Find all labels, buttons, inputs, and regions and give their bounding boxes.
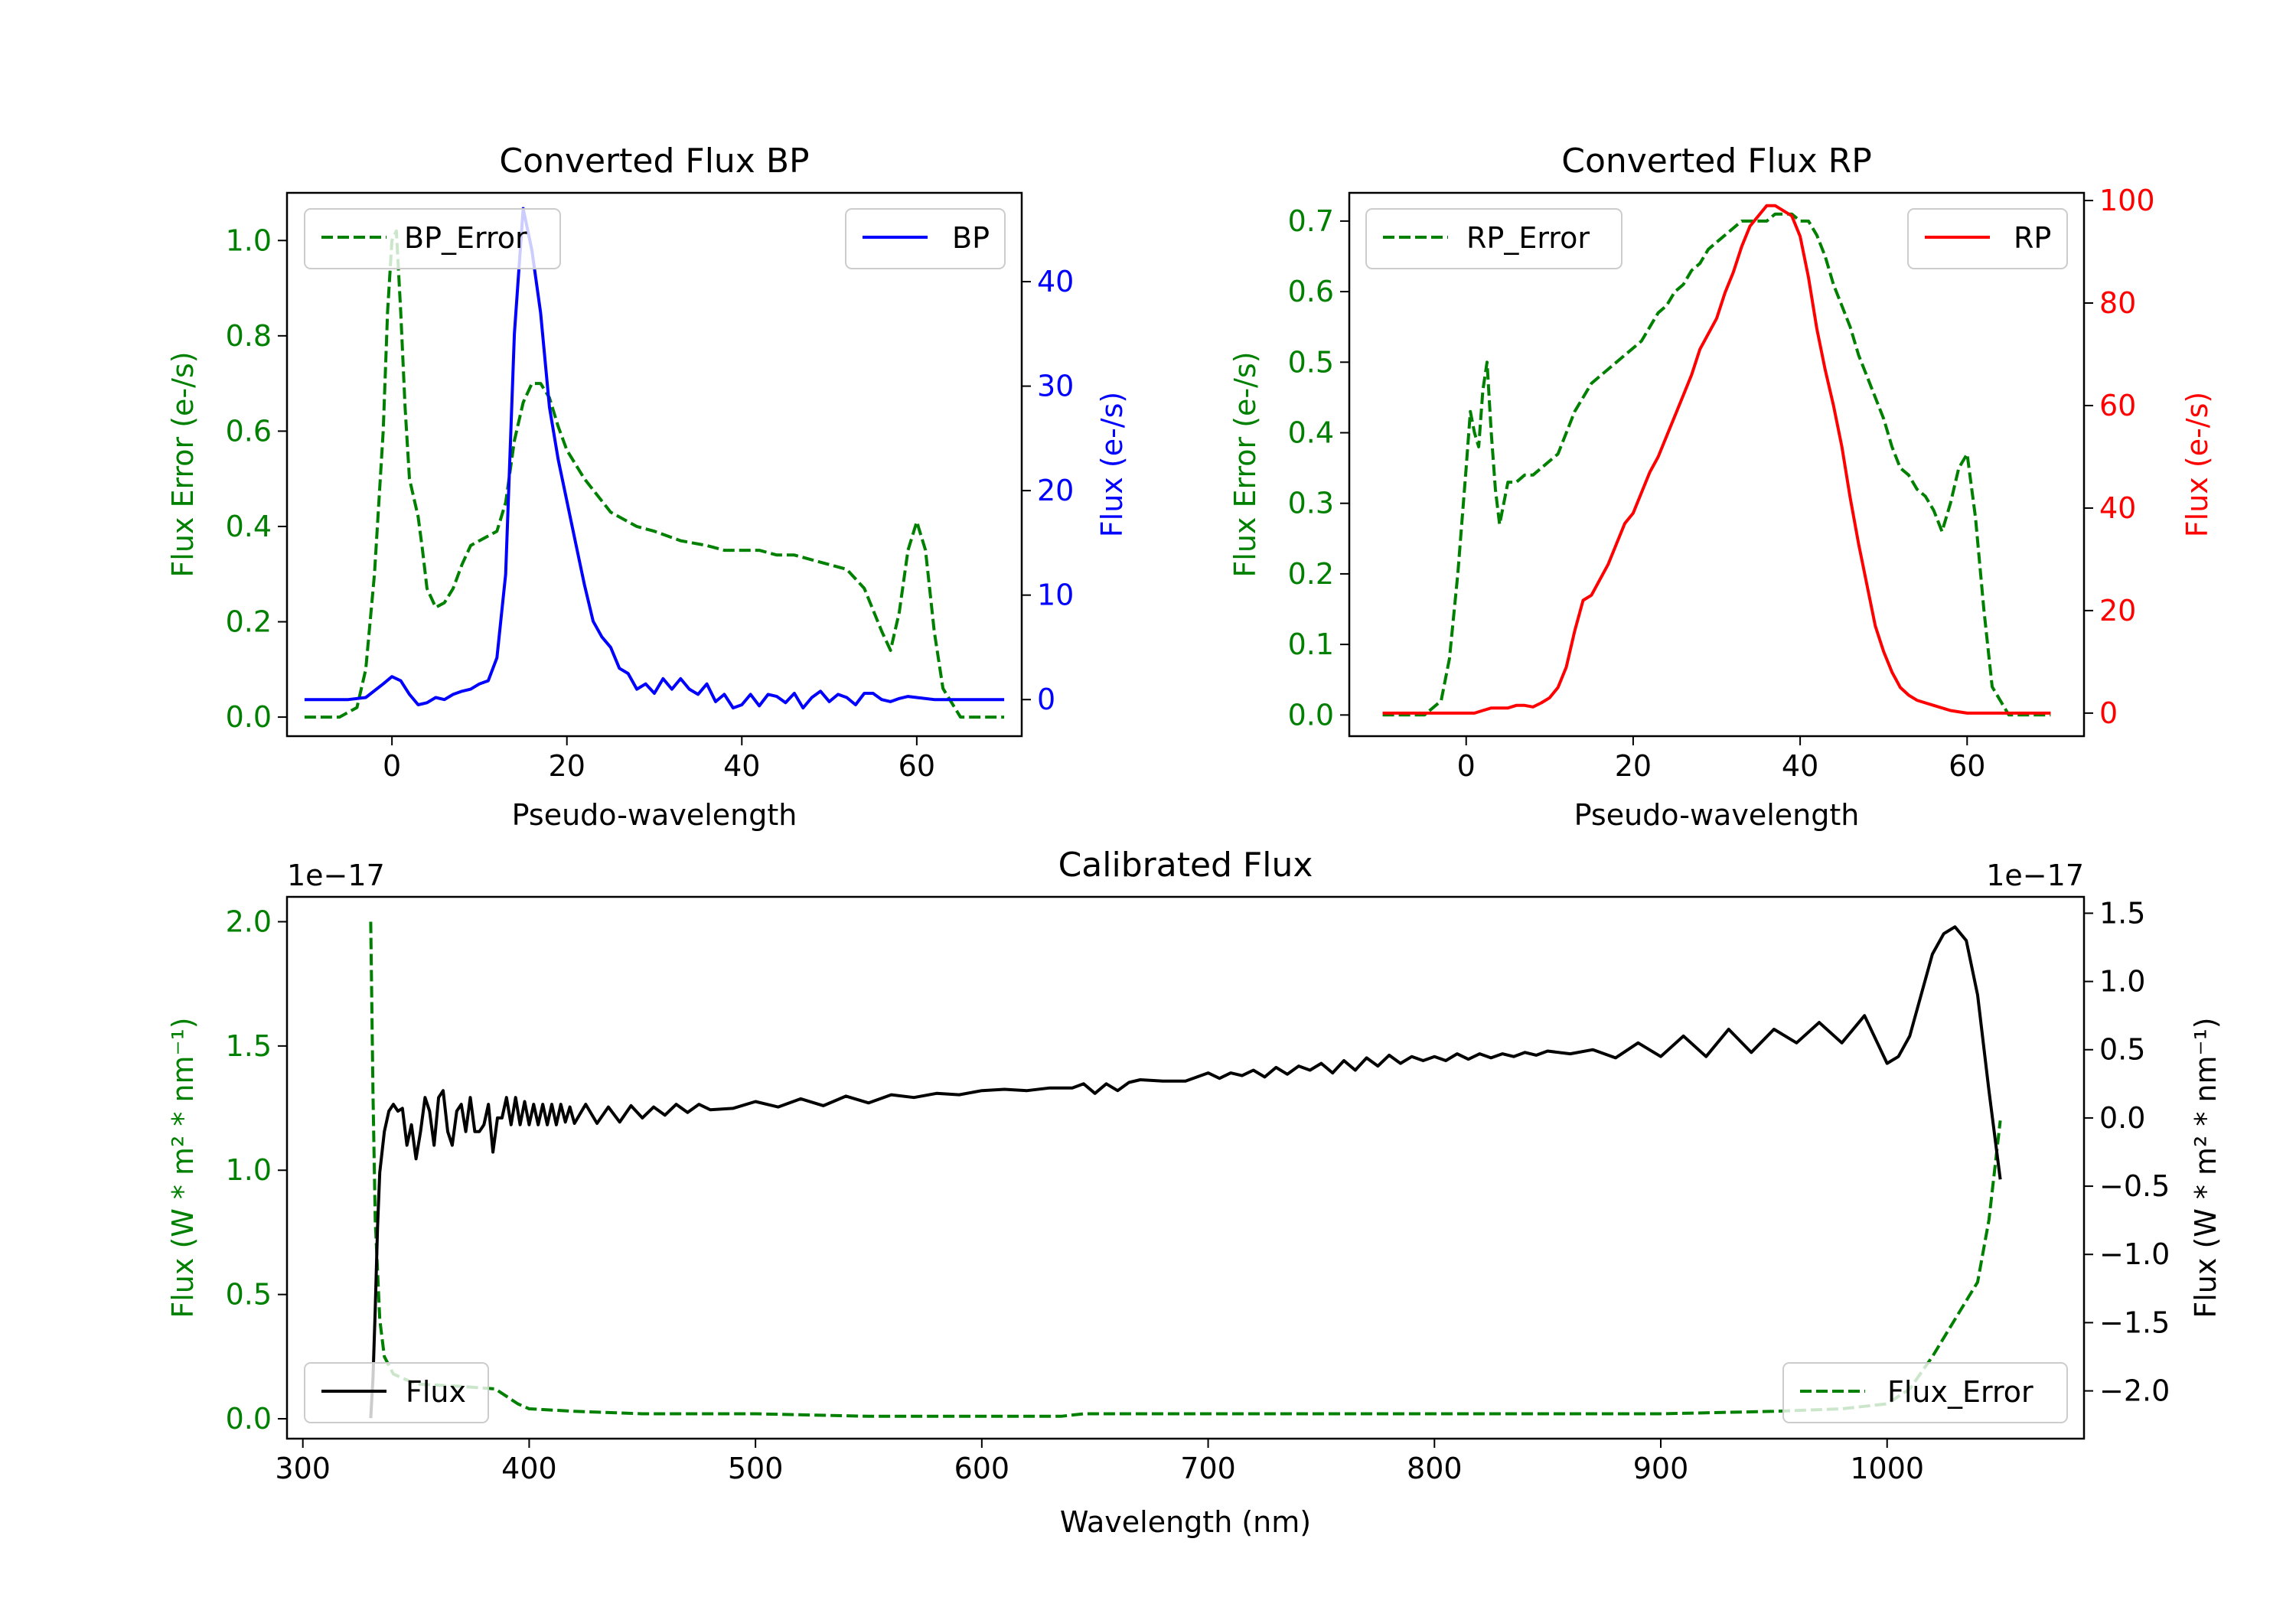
chart-calibrated-ytick-right-label: 0.0 [2099,1101,2145,1135]
chart-calibrated-frame [285,895,2086,1440]
chart-rp-ytick-left-label: 0.4 [1288,416,1334,450]
chart-rp-ytick-left-label: 0.0 [1288,698,1334,732]
chart-rp: Converted Flux RP Pseudo-wavelength Flux… [1228,142,2214,832]
chart-calibrated-ytick-right-label: 1.5 [2099,896,2145,930]
chart-bp-plot-area [304,207,1005,719]
chart-calibrated-legend-flux-label: Flux [406,1375,466,1409]
chart-calibrated-xlabel: Wavelength (nm) [1060,1505,1311,1539]
chart-calibrated-ytick-right-label: −1.5 [2099,1305,2170,1339]
chart-rp-title: Converted Flux RP [1561,142,1872,181]
chart-bp-ytick-right-label: 10 [1037,579,1074,612]
chart-calibrated-xtick-label: 1000 [1850,1452,1924,1485]
chart-rp-ytick-right-label: 40 [2099,491,2136,525]
chart-rp-legend-error: RP_Error [1365,208,1623,269]
chart-calibrated-xtick-label: 600 [954,1452,1010,1485]
chart-rp-xtick-label: 60 [1949,749,1985,783]
chart-bp-ytick-left-label: 0.4 [226,510,272,543]
chart-bp-ytick-right-label: 20 [1037,474,1074,507]
chart-rp-ytick-left-label: 0.1 [1288,627,1334,661]
chart-calibrated: Calibrated Flux Wavelength (nm) Flux (W … [166,846,2223,1539]
chart-calibrated-offset-left: 1e−17 [287,859,385,892]
chart-bp-series-bp-error [304,229,1005,719]
chart-calibrated-series-flux [369,925,2002,1419]
chart-calibrated-xtick-label: 800 [1407,1452,1463,1485]
chart-bp-ytick-left-label: 1.0 [226,223,272,257]
chart-calibrated-ylabel-left: Flux (W * m² * nm⁻¹) [166,1017,200,1318]
chart-calibrated-title: Calibrated Flux [1058,846,1313,885]
chart-rp-xlabel: Pseudo-wavelength [1574,798,1860,832]
chart-rp-ytick-left-label: 0.6 [1288,275,1334,308]
chart-bp: Converted Flux BP Pseudo-wavelength Flux… [166,142,1129,832]
chart-bp-ylabel-right: Flux (e-/s) [1095,392,1129,537]
chart-rp-legend-error-label: RP_Error [1466,221,1590,255]
chart-rp-ytick-right-label: 80 [2099,286,2136,320]
chart-bp-legend-error-label: BP_Error [404,221,527,255]
chart-bp-ytick-right-label: 0 [1037,683,1055,716]
chart-bp-ytick-left-label: 0.8 [226,319,272,353]
chart-calibrated-ytick-left-label: 0.0 [226,1402,272,1436]
chart-bp-xtick-label: 40 [723,749,760,783]
chart-bp-xtick-label: 20 [549,749,585,783]
chart-calibrated-ytick-right-label: −1.0 [2099,1237,2170,1271]
chart-rp-ytick-right-label: 60 [2099,389,2136,422]
chart-bp-ytick-right-label: 40 [1037,265,1074,298]
chart-rp-ytick-left-label: 0.7 [1288,204,1334,238]
chart-rp-legend-flux-label: RP [2014,221,2051,255]
chart-bp-ylabel-left: Flux Error (e-/s) [166,351,200,577]
chart-rp-xtick-label: 40 [1782,749,1818,783]
chart-rp-ytick-left-label: 0.3 [1288,487,1334,520]
chart-bp-legend-error: BP_Error [304,208,561,269]
chart-rp-ylabel-right: Flux (e-/s) [2180,392,2214,537]
chart-bp-legend-flux: BP [845,208,1006,269]
chart-bp-ytick-left-label: 0.6 [226,414,272,448]
chart-rp-series-rp [1382,204,2051,715]
chart-calibrated-legend-error: Flux_Error [1782,1362,2068,1423]
chart-bp-ytick-left-label: 0.2 [226,605,272,639]
chart-bp-frame [285,191,1023,738]
chart-bp-xtick-label: 0 [383,749,401,783]
chart-calibrated-ytick-right-label: 0.5 [2099,1033,2145,1067]
chart-calibrated-xtick-label: 700 [1180,1452,1236,1485]
chart-bp-xlabel: Pseudo-wavelength [512,798,797,832]
chart-calibrated-ytick-left-label: 1.0 [226,1153,272,1187]
chart-calibrated-offset-right: 1e−17 [1986,859,2084,892]
chart-calibrated-ylabel-right: Flux (W * m² * nm⁻¹) [2189,1017,2223,1318]
chart-rp-xtick-label: 20 [1615,749,1652,783]
chart-calibrated-ytick-right-label: 1.0 [2099,965,2145,999]
chart-rp-plot-area [1382,204,2051,717]
chart-rp-xtick-label: 0 [1457,749,1476,783]
chart-calibrated-xtick-label: 500 [728,1452,784,1485]
chart-calibrated-ytick-left-label: 0.5 [226,1278,272,1312]
chart-calibrated-ytick-right-label: −2.0 [2099,1374,2170,1408]
chart-calibrated-xtick-label: 300 [275,1452,331,1485]
chart-rp-series-rp-error [1382,212,2051,717]
chart-rp-ytick-right-label: 0 [2099,696,2118,730]
chart-calibrated-legend-error-label: Flux_Error [1887,1375,2033,1409]
chart-rp-legend-flux: RP [1907,208,2068,269]
chart-calibrated-ytick-left-label: 2.0 [226,905,272,938]
chart-calibrated-xtick-label: 900 [1633,1452,1689,1485]
chart-rp-ylabel-left: Flux Error (e-/s) [1228,351,1262,577]
chart-rp-ytick-left-label: 0.5 [1288,345,1334,379]
chart-rp-ytick-left-label: 0.2 [1288,557,1334,591]
chart-bp-legend-flux-label: BP [952,221,990,255]
chart-bp-ytick-left-label: 0.0 [226,700,272,734]
chart-calibrated-xtick-label: 400 [501,1452,557,1485]
chart-bp-series-bp [304,207,1005,710]
chart-bp-xtick-label: 60 [899,749,935,783]
chart-rp-ytick-right-label: 20 [2099,594,2136,627]
chart-rp-ytick-right-label: 100 [2099,184,2155,217]
chart-bp-ytick-right-label: 30 [1037,370,1074,403]
chart-rp-frame [1348,191,2086,738]
chart-calibrated-legend-flux: Flux [304,1362,489,1423]
chart-calibrated-ytick-left-label: 1.5 [226,1029,272,1063]
chart-bp-title: Converted Flux BP [499,142,809,181]
chart-calibrated-ytick-right-label: −0.5 [2099,1169,2170,1203]
